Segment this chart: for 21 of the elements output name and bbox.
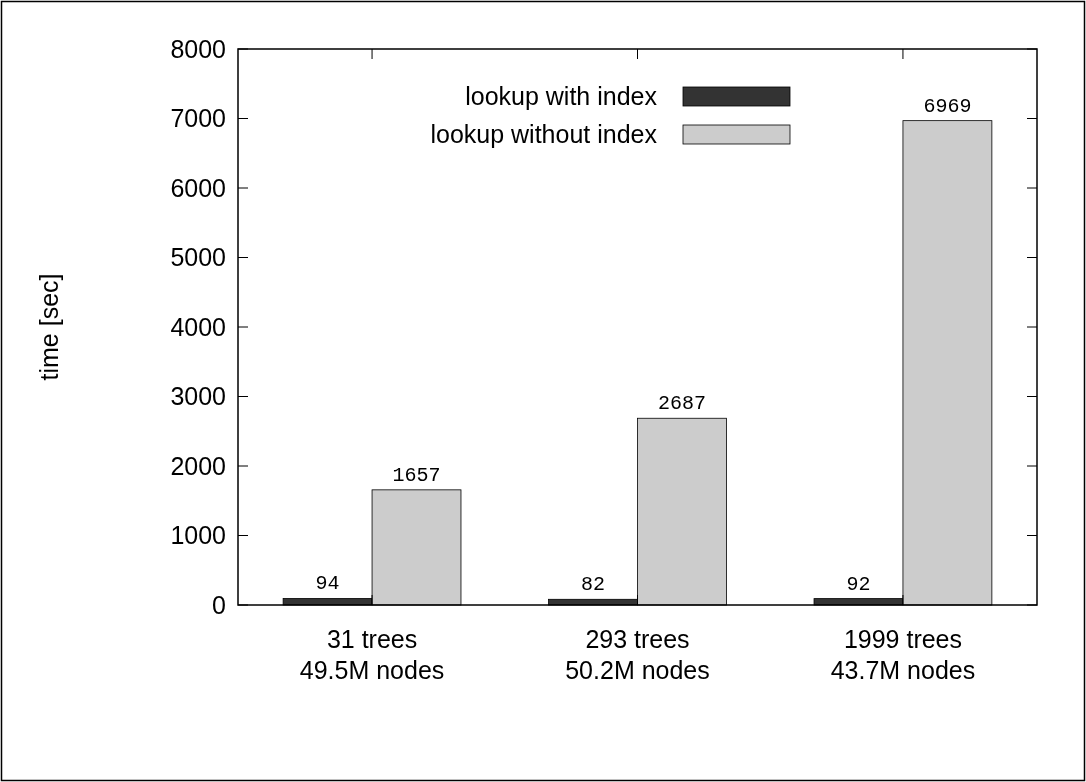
legend-label: lookup with index — [465, 81, 658, 110]
y-tick-label: 6000 — [170, 173, 226, 202]
x-tick-label: 31 trees 49.5M nodes — [299, 625, 445, 684]
y-tick-label: 4000 — [170, 312, 226, 341]
data-label: 6969 — [923, 94, 972, 118]
y-tick-label: 0 — [212, 590, 226, 619]
data-label: 2687 — [657, 392, 706, 416]
y-tick-label: 8000 — [170, 34, 226, 63]
y-tick-label: 1000 — [170, 521, 226, 550]
data-label: 1657 — [392, 463, 441, 487]
data-label: 92 — [846, 572, 871, 596]
y-tick-label: 2000 — [170, 451, 226, 480]
data-label: 94 — [315, 572, 340, 596]
y-tick-label: 7000 — [170, 104, 226, 133]
y-axis-title: time [sec] — [35, 273, 63, 381]
data-label: 82 — [581, 573, 606, 597]
y-tick-label: 5000 — [170, 243, 226, 272]
x-tick-label: 1999 trees 43.7M nodes — [830, 625, 976, 684]
x-tick-label: 293 trees 50.2M nodes — [565, 625, 710, 684]
legend-label: lookup without index — [430, 119, 658, 148]
y-tick-label: 3000 — [170, 382, 226, 411]
